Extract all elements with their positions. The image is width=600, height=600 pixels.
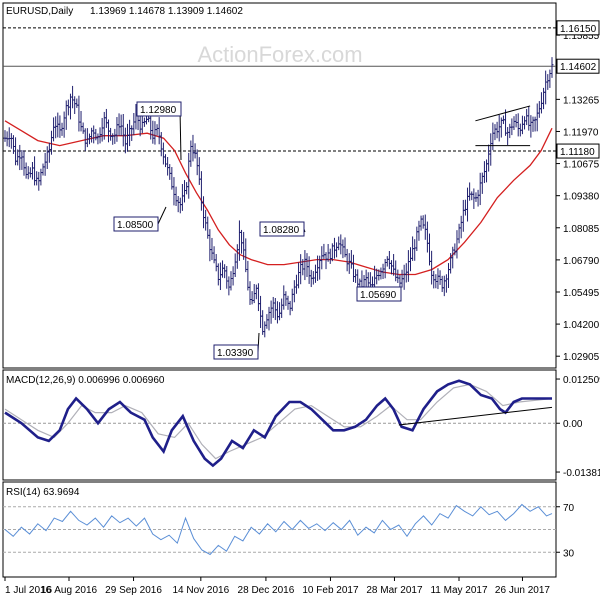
- rsi-ytick-label: 30: [563, 548, 575, 559]
- watermark-text: ActionForex.com: [197, 42, 362, 67]
- rsi-line: [4, 503, 553, 556]
- price-level-label: 1.11180: [560, 147, 595, 158]
- price-ytick-label: 1.05495: [563, 288, 600, 299]
- ohlc-readout: 1.13969 1.14678 1.13909 1.14602: [90, 6, 243, 17]
- price-level-box: [556, 20, 600, 36]
- macd-ytick-label: 0.012509: [563, 375, 600, 386]
- price-annotation-label: 1.08500: [117, 220, 154, 231]
- macd-trend-line: [398, 406, 553, 426]
- price-ytick-label: 1.15855: [563, 31, 600, 42]
- price-level-label: 1.14602: [560, 62, 597, 73]
- price-annotation-label: 1.12980: [140, 105, 177, 116]
- x-tick-label: 29 Sep 2016: [105, 585, 162, 596]
- price-ytick-label: 1.10675: [563, 160, 600, 171]
- price-ytick-label: 1.11970: [563, 127, 599, 138]
- price-annotation: 1.12980: [136, 101, 182, 161]
- macd-ytick-label: -0.013813: [563, 468, 600, 479]
- x-tick-label: 16 Aug 2016: [41, 585, 98, 596]
- moving-average-line: [4, 120, 553, 276]
- x-tick-label: 28 Dec 2016: [238, 585, 295, 596]
- x-tick-label: 14 Nov 2016: [172, 585, 229, 596]
- macd-ytick-label: 0.00: [563, 419, 583, 430]
- price-level-label: 1.16150: [560, 24, 597, 35]
- price-title: EURUSD,Daily: [6, 6, 73, 17]
- ohlc-bar: [550, 57, 554, 78]
- x-tick-label: 1 Jul 2016: [5, 585, 52, 596]
- price-annotation-label: 1.08280: [263, 225, 300, 236]
- rsi-title: RSI(14) 63.9694: [6, 487, 80, 498]
- macd-line: [4, 379, 552, 468]
- macd-signal-line: [4, 383, 553, 460]
- price-annotation: 1.03390: [213, 332, 260, 360]
- price-ytick-label: 1.08085: [563, 224, 600, 235]
- price-ytick-label: 1.06790: [563, 256, 600, 267]
- channel-line: [475, 105, 531, 122]
- rsi-panel: RSI(14) 63.9694: [2, 481, 557, 578]
- x-tick-label: 28 Mar 2017: [366, 585, 423, 596]
- x-tick-label: 10 Feb 2017: [302, 585, 359, 596]
- price-annotation: 1.05690: [356, 286, 402, 302]
- macd-title: MACD(12,26,9) 0.006996 0.006960: [6, 375, 165, 386]
- price-ytick-label: 1.09380: [563, 192, 600, 203]
- price-ytick-label: 1.13265: [563, 95, 600, 106]
- price-annotation-label: 1.03390: [217, 348, 254, 359]
- price-panel: ActionForex.com 1.12980 1.08500 1.03390 1.0…: [2, 2, 557, 369]
- rsi-ytick-label: 70: [563, 503, 575, 514]
- price-annotation-label: 1.05690: [360, 290, 397, 301]
- x-tick-label: 26 Jun 2017: [495, 585, 550, 596]
- macd-panel: MACD(12,26,9) 0.006996 0.006960: [2, 369, 557, 481]
- price-ytick-label: 1.02905: [563, 352, 600, 363]
- price-ytick-label: 1.04200: [563, 320, 600, 331]
- price-annotation: 1.08500: [113, 206, 167, 232]
- x-tick-label: 11 May 2017: [430, 585, 488, 596]
- price-level-box: [556, 143, 600, 159]
- price-level-box: [556, 58, 600, 74]
- price-annotation: 1.08280: [259, 221, 306, 237]
